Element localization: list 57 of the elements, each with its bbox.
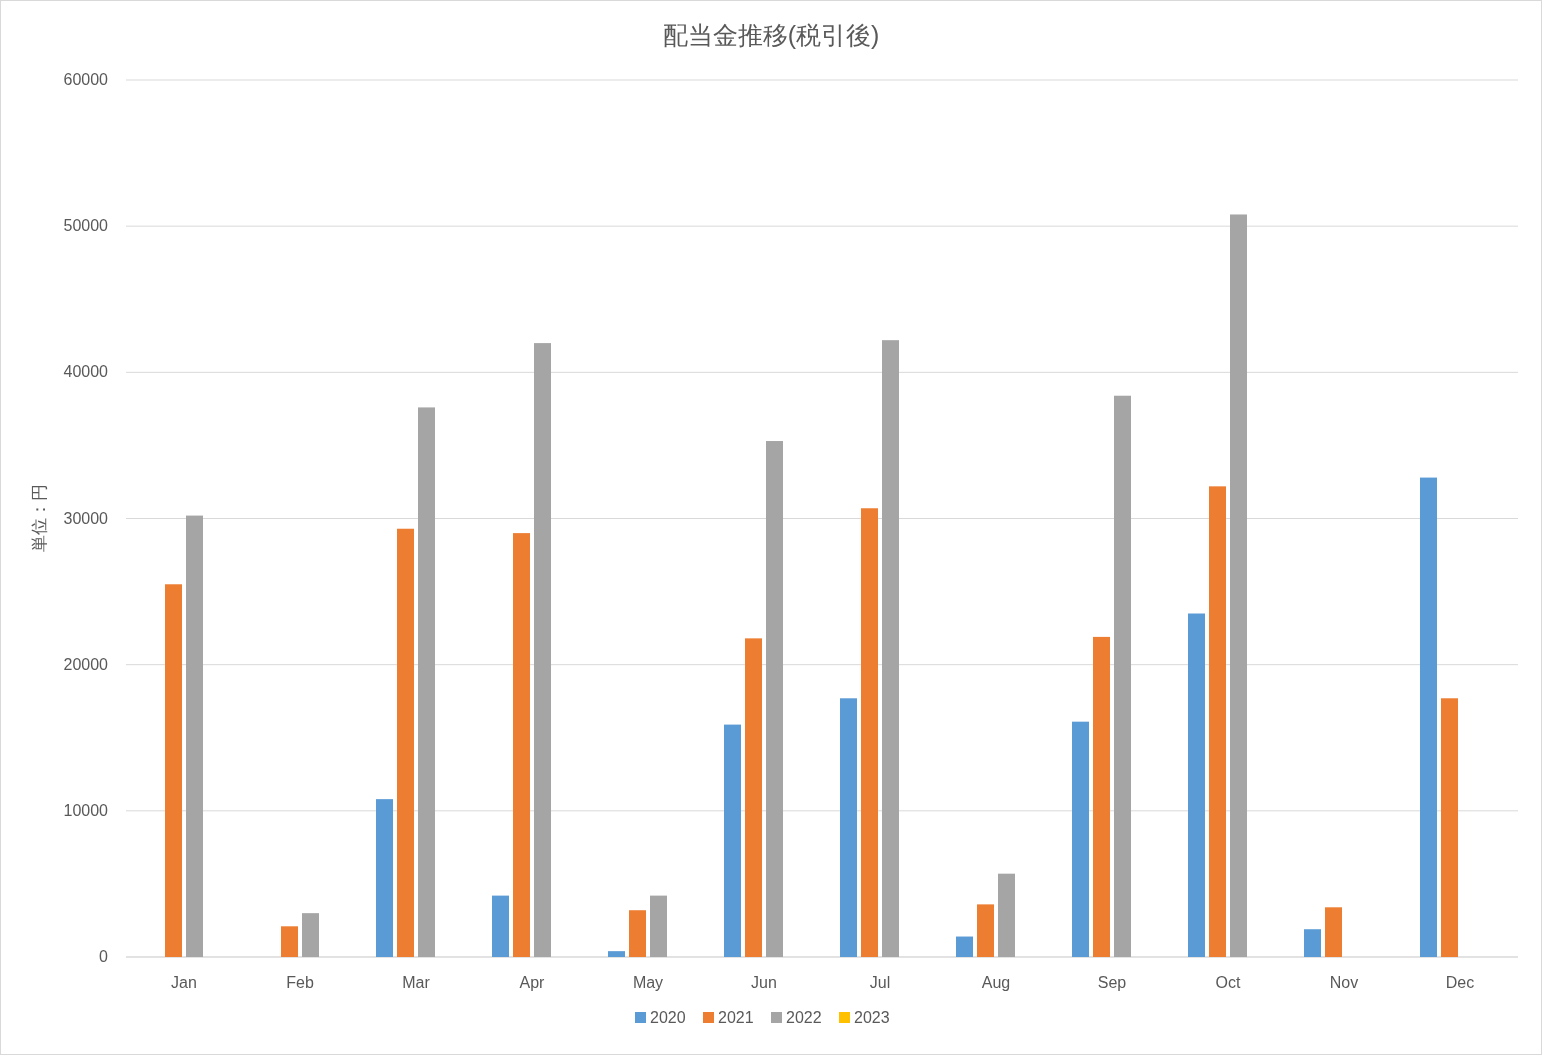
x-tick-label: Feb [286, 974, 314, 991]
legend-label: 2021 [718, 1009, 754, 1026]
y-axis-title: 単位：円 [30, 484, 49, 552]
bar [1188, 613, 1205, 957]
bar [956, 936, 973, 957]
bar [492, 895, 509, 957]
y-tick-label: 20000 [63, 655, 109, 673]
bar [629, 910, 646, 957]
bar [418, 407, 435, 957]
bar [186, 515, 203, 957]
chart-title: 配当金推移(税引後) [662, 21, 880, 49]
bar [281, 926, 298, 957]
x-tick-label: Jul [869, 974, 891, 991]
bar [1072, 721, 1089, 957]
bar [1093, 636, 1110, 957]
bar [861, 508, 878, 957]
y-tick-label: 40000 [63, 363, 109, 381]
bar [766, 441, 783, 957]
x-tick-label: Oct [1215, 974, 1241, 991]
x-tick-label: Dec [1445, 974, 1475, 991]
bar [882, 340, 899, 957]
bar [840, 698, 857, 957]
bar [165, 584, 182, 957]
bar [724, 724, 741, 957]
y-tick-label: 30000 [63, 509, 109, 527]
x-tick-label: Apr [519, 974, 546, 991]
bar [302, 913, 319, 957]
bar [1304, 929, 1321, 957]
bar [1420, 477, 1437, 957]
bar [608, 951, 625, 957]
bar [1114, 395, 1131, 957]
y-tick-label: 10000 [63, 801, 109, 819]
x-tick-label: Sep [1097, 974, 1127, 991]
y-tick-label: 60000 [63, 71, 109, 88]
x-tick-label: May [632, 974, 664, 991]
bar [745, 638, 762, 957]
bar [397, 528, 414, 957]
bar [1230, 214, 1247, 957]
legend-label: 2023 [854, 1009, 890, 1026]
bar [1325, 907, 1342, 957]
x-tick-label: Jun [751, 974, 777, 991]
bar [998, 873, 1015, 957]
x-tick-label: Nov [1329, 974, 1359, 991]
bar [376, 799, 393, 957]
x-tick-label: Mar [402, 974, 431, 991]
y-tick-label: 50000 [63, 217, 109, 235]
bar [1209, 486, 1226, 957]
y-tick-label: 0 [99, 948, 109, 965]
bar [977, 904, 994, 957]
bar [534, 343, 551, 957]
bar [513, 533, 530, 957]
bar [650, 895, 667, 957]
legend-label: 2020 [650, 1009, 686, 1026]
legend-label: 2022 [786, 1009, 822, 1026]
x-tick-label: Aug [981, 974, 1011, 991]
x-tick-label: Jan [171, 974, 197, 991]
bar [1441, 698, 1458, 957]
